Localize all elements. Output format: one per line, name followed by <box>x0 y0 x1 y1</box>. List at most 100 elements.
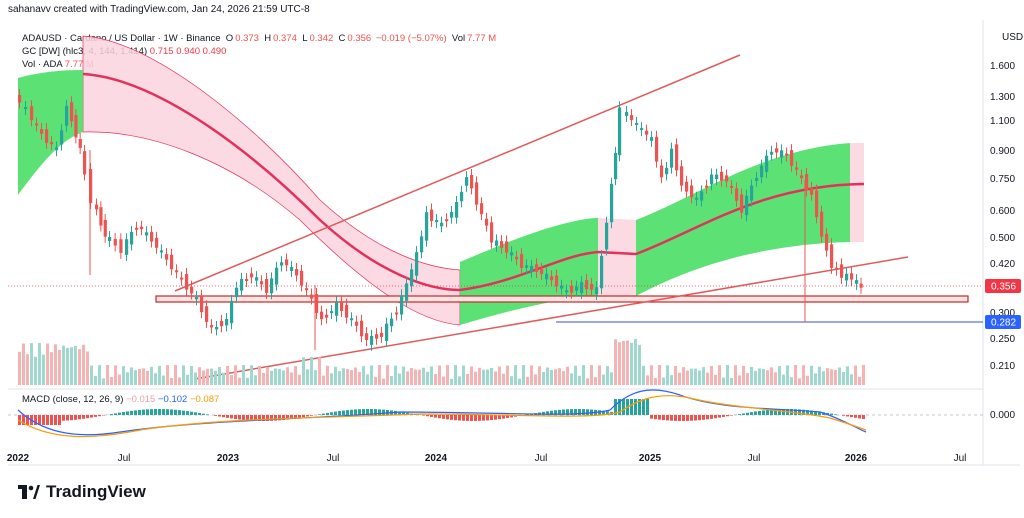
candle-body <box>660 165 664 178</box>
volume-bar <box>134 370 137 385</box>
candle-body <box>113 238 117 246</box>
macd-histogram-bar <box>378 409 381 415</box>
macd-histogram-bar <box>22 415 25 425</box>
tradingview-logo[interactable]: TradingView <box>18 482 146 502</box>
macd-histogram-bar <box>426 415 429 417</box>
volume-bar <box>634 338 637 385</box>
volume-bar <box>386 365 389 385</box>
price-axis[interactable]: 1.600 1.300 1.100 0.900 0.750 0.600 0.500 0.420… <box>985 32 1023 421</box>
macd-histogram-bar <box>598 410 601 415</box>
x-tick-label: 2024 <box>425 453 448 464</box>
volume-bar <box>346 369 349 385</box>
macd-histogram-bar <box>830 413 833 415</box>
macd-histogram-value: −0.015 <box>126 394 156 405</box>
candle-body <box>510 252 514 256</box>
macd-histogram-bar <box>246 415 249 421</box>
candle-body <box>455 202 459 218</box>
volume-bar <box>450 378 453 385</box>
candle-body <box>740 194 744 213</box>
candle-body <box>795 167 799 170</box>
candle-body <box>755 177 759 181</box>
volume-bar <box>326 365 329 385</box>
gc-value-upper: 0.940 <box>176 46 200 57</box>
candle-body <box>710 174 714 185</box>
candle-body <box>35 123 39 126</box>
candle-body <box>765 155 769 172</box>
candle-body <box>330 311 334 314</box>
candle-body <box>600 255 604 289</box>
macd-legend: MACD (close, 12, 26, 9) −0.015 −0.102 −0… <box>22 394 219 405</box>
macd-histogram-bar <box>742 413 745 415</box>
volume-bar <box>338 371 341 385</box>
macd-histogram-bar <box>162 409 165 415</box>
volume-bar <box>50 352 53 385</box>
macd-histogram-bar <box>690 415 693 421</box>
volume-bar <box>290 372 293 385</box>
macd-histogram-bar <box>122 412 125 415</box>
time-axis[interactable]: 2022 Jul 2023 Jul 2024 Jul 2025 Jul 2026 Jul <box>7 453 967 464</box>
candle-body <box>730 185 734 188</box>
candle-body <box>859 283 863 288</box>
x-tick-label: 2026 <box>845 453 868 464</box>
macd-histogram-bar <box>38 415 41 425</box>
candle-body <box>665 167 669 175</box>
volume-bar <box>562 371 565 385</box>
candle-body <box>525 265 529 268</box>
candle-body <box>170 254 174 270</box>
candle-body <box>78 139 82 148</box>
candle-body <box>465 177 469 186</box>
macd-histogram-bar <box>26 415 29 425</box>
candle-body <box>650 137 654 141</box>
volume-bar <box>458 376 461 385</box>
macd-histogram-bar <box>222 415 225 418</box>
ohlc-low: L 0.342 <box>302 33 334 44</box>
macd-histogram-bar <box>110 414 113 415</box>
macd-histogram-bar <box>774 409 777 415</box>
macd-histogram-bar <box>466 415 469 421</box>
candle-body <box>175 270 179 273</box>
macd-histogram-bar <box>282 415 285 420</box>
candle-body <box>475 182 479 205</box>
volume-bar <box>514 365 517 385</box>
candle-body <box>125 239 129 255</box>
volume-bar <box>490 367 493 385</box>
macd-histogram-bar <box>338 411 341 415</box>
macd-histogram-bar <box>422 415 425 416</box>
y-tick-label: 1.600 <box>990 61 1015 72</box>
volume-bar <box>126 372 129 385</box>
macd-histogram-bar <box>730 415 733 416</box>
tradingview-logo-icon <box>18 485 40 499</box>
volume-bar <box>670 375 673 385</box>
candle-body <box>655 136 659 162</box>
y-tick-label: 0.300 <box>990 308 1015 319</box>
macd-histogram-bar <box>382 409 385 415</box>
volume-bar <box>718 365 721 385</box>
macd-histogram-bar <box>214 415 217 416</box>
y-tick-label: 0.900 <box>990 146 1015 157</box>
volume-bar <box>606 366 609 385</box>
volume-bar <box>546 367 549 385</box>
macd-histogram-bar <box>686 415 689 421</box>
x-tick-label: Jul <box>118 453 131 464</box>
volume-bar <box>814 373 817 385</box>
volume-bar <box>574 365 577 385</box>
candle-body <box>145 232 149 236</box>
y-tick-label: 0.500 <box>990 233 1015 244</box>
macd-histogram-bar <box>290 415 293 419</box>
macd-histogram-bar <box>602 410 605 415</box>
volume-bar <box>194 372 197 385</box>
volume-bar <box>266 366 269 385</box>
volume-bar <box>234 365 237 385</box>
symbol-name: ADAUSD · Cardano / US Dollar · 1W · Bina… <box>22 33 221 44</box>
candle-body <box>245 278 249 281</box>
price-badge <box>985 279 1021 293</box>
volume-bar <box>586 378 589 385</box>
macd-histogram-bar <box>850 415 853 418</box>
macd-histogram-bar <box>266 415 269 421</box>
volume-bar <box>770 367 773 385</box>
macd-histogram-bar <box>86 415 89 419</box>
candle-body <box>640 128 644 131</box>
volume-bar <box>414 369 417 385</box>
macd-histogram-bar <box>746 412 749 415</box>
